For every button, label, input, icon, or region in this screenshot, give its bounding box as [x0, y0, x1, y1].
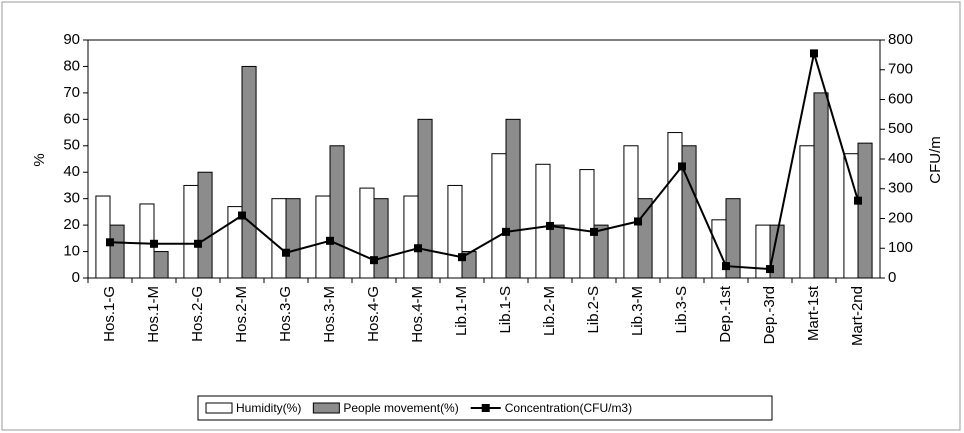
y2-tick-label: 500 — [888, 120, 913, 137]
bar — [857, 142, 873, 279]
y-tick-label: 30 — [63, 190, 80, 207]
marker — [590, 227, 598, 236]
marker — [370, 256, 378, 265]
marker — [678, 162, 686, 171]
bar — [799, 145, 815, 279]
marker — [766, 265, 774, 274]
marker — [414, 244, 422, 253]
bar — [241, 65, 257, 279]
x-tick-label: Dep.-3rd — [761, 286, 778, 344]
y2-tick-label: 600 — [888, 90, 913, 107]
bar — [491, 153, 507, 279]
y2-tick-label: 200 — [888, 209, 913, 226]
y-tick-label: 70 — [63, 84, 80, 101]
legend-label: Humidity(%) — [236, 401, 301, 415]
x-tick-label: Hos.3-M — [321, 286, 338, 343]
bar — [417, 118, 433, 279]
bar — [183, 184, 199, 279]
bar — [637, 198, 653, 279]
bar — [447, 184, 463, 279]
bar — [535, 163, 551, 279]
y-tick-label: 0 — [72, 269, 80, 286]
y2-tick-label: 0 — [888, 269, 896, 286]
x-tick-label: Hos.4-M — [409, 286, 426, 343]
x-tick-label: Hos.1-M — [145, 286, 162, 343]
legend-swatch — [312, 402, 340, 414]
y-tick-label: 80 — [63, 57, 80, 74]
x-tick-label: Hos.3-G — [277, 286, 294, 342]
marker — [238, 211, 246, 220]
marker — [854, 196, 862, 205]
x-tick-label: Lib.2-M — [541, 286, 558, 336]
y2-tick-label: 800 — [888, 31, 913, 48]
x-tick-label: Hos.4-G — [365, 286, 382, 342]
bar — [843, 153, 859, 279]
y2-tick-label: 100 — [888, 239, 913, 256]
x-tick-label: Lib.1-S — [497, 286, 514, 334]
bar — [579, 169, 595, 279]
y2-tick-label: 700 — [888, 61, 913, 78]
line — [109, 53, 859, 271]
x-tick-label: Mart-2nd — [849, 286, 866, 346]
marker — [502, 227, 510, 236]
bar — [593, 224, 609, 279]
y-tick-label: 20 — [63, 216, 80, 233]
bar — [329, 145, 345, 279]
x-tick-label: Lib.1-M — [453, 286, 470, 336]
marker — [458, 253, 466, 262]
bar — [197, 171, 213, 279]
marker — [106, 238, 114, 247]
legend-swatch — [481, 404, 490, 412]
bar — [403, 195, 419, 279]
bar — [549, 224, 565, 279]
legend: Humidity(%) People movement(%) Concentrati… — [197, 395, 773, 421]
marker — [194, 239, 202, 248]
bar — [623, 145, 639, 279]
y-tick-label: 60 — [63, 110, 80, 127]
y-tick-label: 90 — [63, 31, 80, 48]
x-tick-label: Dep.-1st — [717, 285, 734, 343]
bar — [109, 224, 125, 279]
bar — [271, 198, 287, 279]
x-tick-label: Lib.3-S — [673, 286, 690, 334]
bar — [681, 145, 697, 279]
bar — [95, 195, 111, 279]
x-tick-label: Hos.1-G — [101, 286, 118, 342]
legend-swatch — [205, 402, 233, 414]
legend-label: People movement(%) — [343, 401, 458, 415]
y-tick-label: 40 — [63, 163, 80, 180]
x-tick-label: Hos.2-M — [233, 286, 250, 343]
y-axis-label: % — [31, 153, 48, 166]
y2-axis-label: CFU/m — [927, 136, 944, 184]
marker — [722, 262, 730, 271]
bar — [667, 132, 683, 279]
x-tick-label: Hos.2-G — [189, 286, 206, 342]
bar — [813, 92, 829, 279]
marker — [326, 236, 334, 245]
legend-label: Concentration(CFU/m3) — [505, 401, 632, 415]
marker — [810, 49, 818, 58]
marker — [282, 248, 290, 257]
x-tick-label: Lib.2-S — [585, 286, 602, 334]
x-tick-label: Mart-1st — [805, 285, 822, 341]
bar — [359, 187, 375, 279]
marker — [634, 217, 642, 226]
bar — [505, 118, 521, 279]
bar — [373, 198, 389, 279]
y2-tick-label: 400 — [888, 150, 913, 167]
bar — [725, 198, 741, 279]
marker — [150, 239, 158, 248]
y2-tick-label: 300 — [888, 180, 913, 197]
bar — [153, 251, 169, 279]
bar — [285, 198, 301, 279]
y-tick-label: 10 — [63, 243, 80, 260]
marker — [546, 221, 554, 230]
y-tick-label: 50 — [63, 137, 80, 154]
x-tick-label: Lib.3-M — [629, 286, 646, 336]
bar — [769, 224, 785, 279]
